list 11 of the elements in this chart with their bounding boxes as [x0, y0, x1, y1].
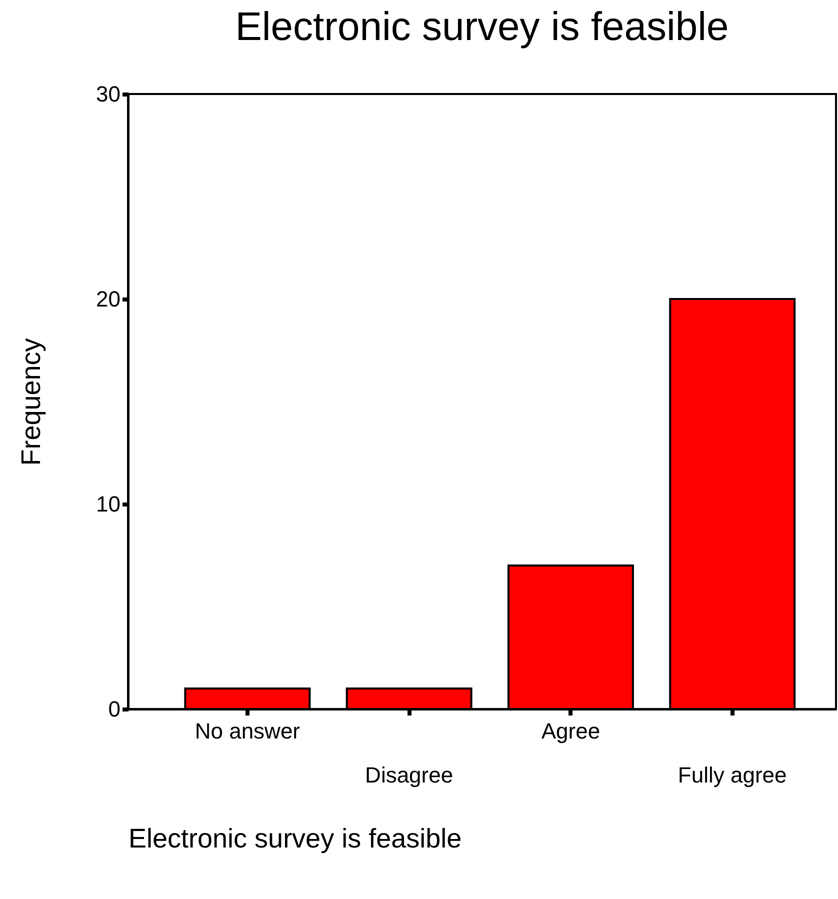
y-tick-label: 0: [108, 696, 120, 722]
y-tick-label: 10: [96, 492, 120, 516]
chart-title: Electronic survey is feasible: [235, 5, 729, 49]
x-axis-title: Electronic survey is feasible: [128, 824, 462, 854]
x-tick-label: No answer: [194, 718, 300, 744]
x-tick-label: Fully agree: [678, 762, 787, 788]
y-tick-label: 20: [96, 286, 120, 312]
x-tick-label: Disagree: [365, 762, 454, 788]
x-tick-label: Agree: [541, 718, 600, 744]
y-axis-title: Frequency: [16, 338, 46, 466]
y-tick-label: 30: [96, 82, 120, 106]
